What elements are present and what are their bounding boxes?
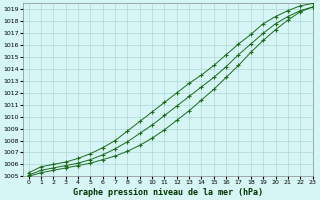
X-axis label: Graphe pression niveau de la mer (hPa): Graphe pression niveau de la mer (hPa) [73,188,262,197]
